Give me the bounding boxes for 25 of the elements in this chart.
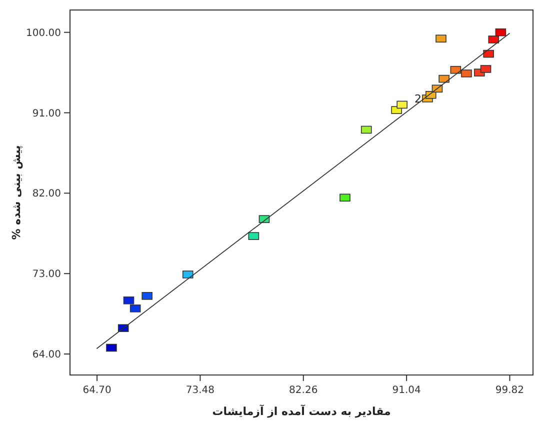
y-axis-title: % پیش بینی شده	[10, 145, 23, 240]
y-tick-label: 91.00	[32, 108, 61, 120]
y-tick-label: 73.00	[32, 269, 61, 280]
point	[438, 74, 450, 83]
x-tick-label: 99.82	[495, 385, 524, 396]
point	[360, 126, 372, 134]
point	[483, 50, 494, 58]
x-tick-label: 82.26	[289, 385, 318, 396]
y-tick-label: 100.00	[26, 28, 61, 39]
x-tick-label: 91.04	[392, 385, 421, 396]
point	[461, 70, 472, 78]
point	[142, 292, 152, 300]
point	[396, 100, 408, 109]
point	[495, 28, 506, 36]
y-tick-label: 82.00	[32, 188, 61, 200]
point	[340, 194, 350, 202]
annotation: 2	[414, 92, 422, 106]
x-tick-label: 64.70	[82, 385, 112, 396]
y-tick-label: 64.00	[32, 350, 61, 360]
point	[436, 34, 446, 42]
x-tick-label: 73.48	[186, 385, 215, 396]
point	[106, 344, 117, 352]
point	[123, 296, 134, 304]
point	[450, 66, 462, 74]
x-axis-title: مقادیر به دست آمده از آزمایشات	[212, 404, 391, 418]
